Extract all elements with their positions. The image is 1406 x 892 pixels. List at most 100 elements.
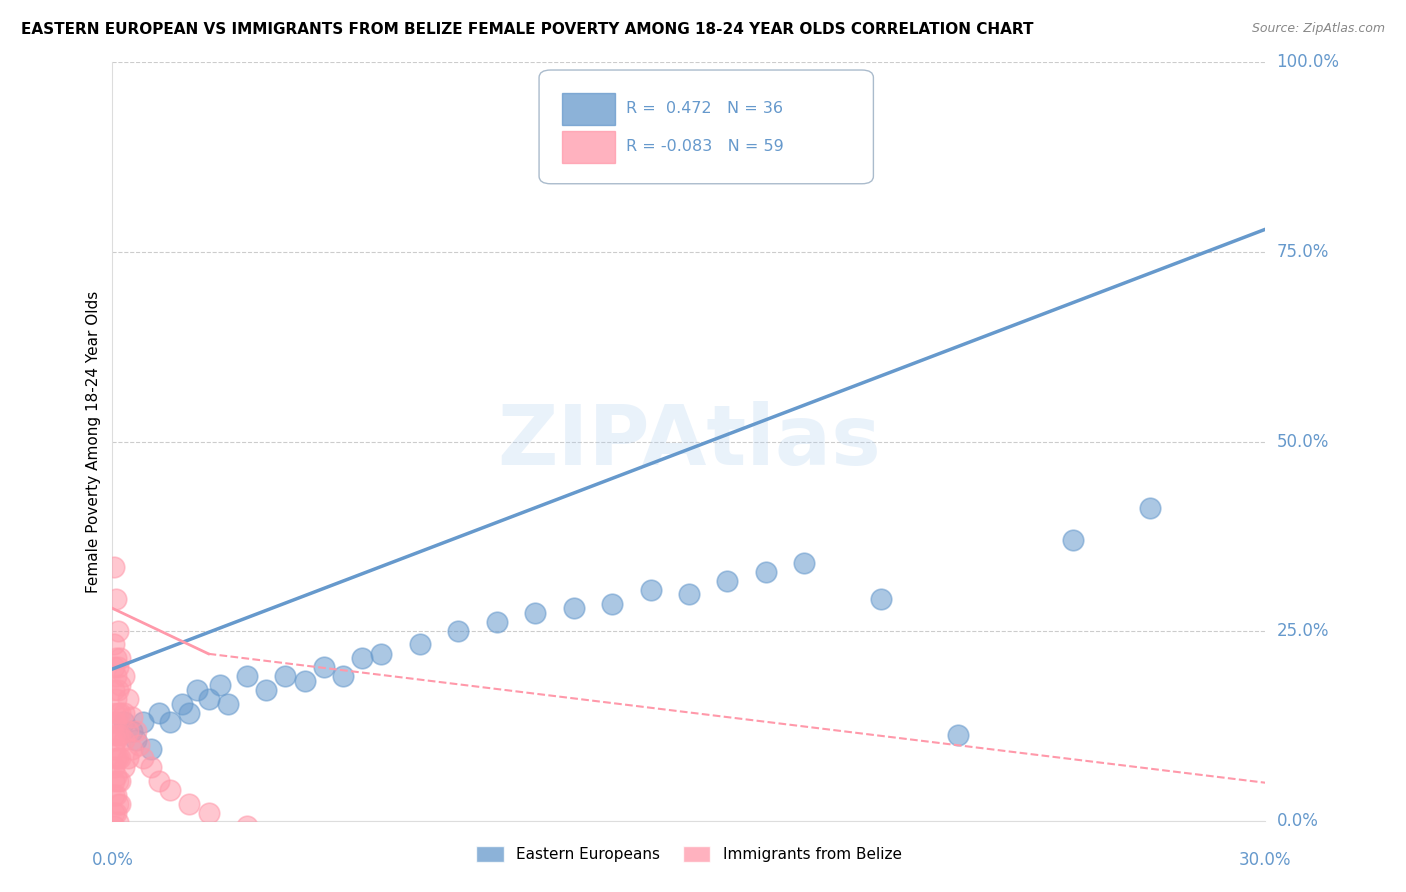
Point (139, 647, 162, 661)
FancyBboxPatch shape (538, 70, 873, 184)
Point (946, 624, 969, 639)
Point (132, 601, 155, 615)
Point (105, 601, 128, 615)
Point (352, 495, 374, 509)
Text: Source: ZipAtlas.com: Source: ZipAtlas.com (1251, 22, 1385, 36)
Point (793, 335, 815, 350)
Point (105, 396, 128, 410)
Point (103, 601, 125, 615)
Point (179, 738, 201, 752)
Point (409, 473, 432, 487)
Text: 30.0%: 30.0% (1239, 851, 1292, 869)
Point (108, 699, 131, 714)
Point (103, 776, 125, 790)
Point (117, 616, 139, 631)
Point (562, 412, 585, 426)
Point (103, 473, 125, 487)
Point (107, 510, 129, 524)
Point (124, 632, 146, 646)
Point (117, 564, 139, 578)
Point (103, 677, 125, 691)
Point (148, 699, 170, 714)
Point (236, 525, 259, 540)
Point (640, 382, 662, 396)
Text: 75.0%: 75.0% (1277, 243, 1329, 261)
Point (294, 533, 316, 547)
Point (107, 548, 129, 563)
Point (107, 699, 129, 714)
Point (108, 541, 131, 555)
Point (112, 586, 135, 600)
Point (170, 571, 193, 585)
Point (159, 601, 181, 615)
Text: ZIPAtlas: ZIPAtlas (496, 401, 882, 482)
Text: 50.0%: 50.0% (1277, 433, 1329, 450)
Point (108, 738, 131, 752)
Point (107, 450, 129, 464)
FancyBboxPatch shape (562, 130, 616, 162)
Point (105, 632, 128, 646)
Text: 25.0%: 25.0% (1277, 622, 1329, 640)
Point (103, 723, 125, 737)
Text: R = -0.083   N = 59: R = -0.083 N = 59 (626, 139, 783, 154)
Point (103, 343, 125, 358)
Point (485, 434, 508, 449)
FancyBboxPatch shape (562, 93, 616, 125)
Point (148, 586, 170, 600)
Legend: Eastern Europeans, Immigrants from Belize: Eastern Europeans, Immigrants from Beliz… (477, 847, 901, 863)
Point (103, 548, 125, 563)
Text: R =  0.472   N = 36: R = 0.472 N = 36 (626, 101, 783, 116)
Point (124, 616, 146, 631)
Point (179, 586, 201, 600)
Point (103, 624, 125, 639)
Point (159, 715, 181, 730)
Point (870, 396, 893, 410)
Point (1062, 298, 1084, 312)
Text: 0.0%: 0.0% (91, 851, 134, 869)
Point (117, 662, 139, 676)
Point (132, 662, 155, 676)
Point (186, 548, 208, 563)
Point (370, 487, 392, 501)
Point (103, 753, 125, 767)
Y-axis label: Female Poverty Among 18-24 Year Olds: Female Poverty Among 18-24 Year Olds (86, 291, 101, 592)
Point (108, 495, 131, 509)
Point (107, 662, 129, 676)
Point (105, 564, 128, 578)
Point (139, 677, 162, 691)
Point (112, 632, 135, 646)
Point (1139, 244, 1161, 259)
Point (112, 525, 135, 540)
Point (716, 366, 738, 380)
Point (108, 662, 131, 676)
Point (600, 404, 623, 418)
Point (447, 450, 470, 464)
Point (274, 525, 297, 540)
Point (105, 495, 128, 509)
Point (197, 564, 219, 578)
Point (105, 753, 128, 767)
Point (105, 798, 128, 813)
Point (105, 723, 128, 737)
Point (112, 601, 135, 615)
Point (209, 541, 232, 555)
Point (107, 624, 129, 639)
Point (108, 624, 131, 639)
Point (103, 586, 125, 600)
Point (105, 525, 128, 540)
Point (128, 639, 150, 653)
Point (121, 594, 143, 608)
Point (103, 510, 125, 524)
Point (121, 647, 143, 661)
Point (105, 662, 128, 676)
Point (103, 699, 125, 714)
Point (107, 738, 129, 752)
Point (332, 525, 354, 540)
Text: 100.0%: 100.0% (1277, 54, 1340, 71)
Point (103, 647, 125, 661)
Point (103, 791, 125, 805)
Text: EASTERN EUROPEAN VS IMMIGRANTS FROM BELIZE FEMALE POVERTY AMONG 18-24 YEAR OLDS : EASTERN EUROPEAN VS IMMIGRANTS FROM BELI… (21, 22, 1033, 37)
Point (108, 586, 131, 600)
Point (121, 616, 143, 631)
Point (197, 753, 219, 767)
